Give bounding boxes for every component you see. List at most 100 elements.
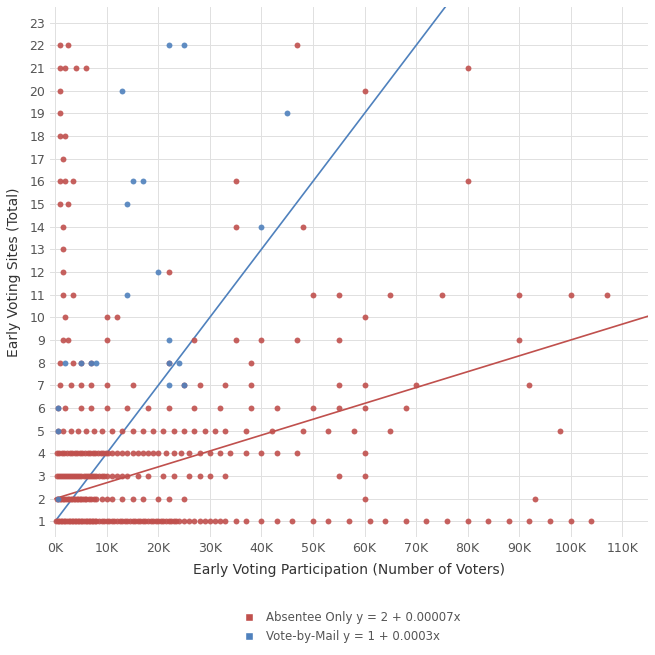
Point <box>240 425 251 436</box>
Point <box>441 516 452 527</box>
Point <box>308 403 318 413</box>
Point <box>168 471 179 481</box>
Point <box>153 516 164 527</box>
Point <box>99 516 109 527</box>
Point <box>63 199 73 210</box>
Point <box>68 516 79 527</box>
Point <box>60 403 71 413</box>
Point <box>94 471 104 481</box>
Point <box>62 471 72 481</box>
Y-axis label: Early Voting Sites (Total): Early Voting Sites (Total) <box>7 187 21 357</box>
Point <box>179 516 189 527</box>
Point <box>195 471 205 481</box>
Point <box>115 516 125 527</box>
Point <box>127 493 138 504</box>
Point <box>88 516 98 527</box>
Point <box>52 425 63 436</box>
Point <box>565 516 576 527</box>
Point <box>122 448 132 458</box>
Point <box>54 516 65 527</box>
Point <box>60 358 71 368</box>
Point <box>163 493 174 504</box>
Point <box>90 516 100 527</box>
Point <box>210 516 220 527</box>
Point <box>148 425 159 436</box>
Point <box>138 516 148 527</box>
Point <box>292 335 303 345</box>
Point <box>55 358 66 368</box>
Point <box>61 493 71 504</box>
Point <box>59 516 69 527</box>
Point <box>199 425 210 436</box>
Point <box>70 471 81 481</box>
Point <box>88 471 99 481</box>
Point <box>163 380 174 390</box>
Point <box>163 403 174 413</box>
Point <box>58 335 68 345</box>
Point <box>282 108 292 119</box>
Point <box>166 516 176 527</box>
Point <box>163 358 174 368</box>
Point <box>62 493 73 504</box>
Point <box>82 516 92 527</box>
Point <box>72 448 83 458</box>
Point <box>385 425 396 436</box>
Point <box>117 425 128 436</box>
Point <box>79 516 89 527</box>
Point <box>81 471 91 481</box>
Point <box>400 516 411 527</box>
Point <box>76 403 86 413</box>
Point <box>84 471 95 481</box>
Point <box>80 448 90 458</box>
Point <box>184 471 195 481</box>
Point <box>58 290 68 300</box>
Point <box>52 403 63 413</box>
Point <box>68 471 79 481</box>
Point <box>514 290 525 300</box>
Point <box>132 448 143 458</box>
Point <box>69 448 80 458</box>
Point <box>272 516 282 527</box>
Point <box>103 448 113 458</box>
Point <box>160 448 171 458</box>
Point <box>586 516 597 527</box>
Point <box>117 516 128 527</box>
Point <box>168 425 179 436</box>
Point <box>58 425 68 436</box>
Point <box>54 471 64 481</box>
Point <box>151 516 161 527</box>
Point <box>58 493 68 504</box>
Point <box>52 471 62 481</box>
Point <box>160 516 171 527</box>
Point <box>143 516 153 527</box>
Point <box>220 516 231 527</box>
Point <box>189 403 200 413</box>
Point <box>246 380 256 390</box>
Point <box>53 493 64 504</box>
Point <box>138 176 148 187</box>
Point <box>163 40 174 50</box>
Legend: Absentee Only y = 2 + 0.00007x, Vote-by-Mail y = 1 + 0.0003x: Absentee Only y = 2 + 0.00007x, Vote-by-… <box>233 607 465 648</box>
Point <box>601 290 612 300</box>
Point <box>86 358 96 368</box>
Point <box>54 448 65 458</box>
Point <box>109 516 120 527</box>
Point <box>159 425 169 436</box>
Point <box>272 403 282 413</box>
Point <box>297 221 308 232</box>
Point <box>256 221 267 232</box>
Point <box>62 516 72 527</box>
Point <box>400 403 411 413</box>
Point <box>359 403 369 413</box>
Point <box>132 516 143 527</box>
Point <box>132 471 143 481</box>
Point <box>168 516 179 527</box>
Point <box>122 516 132 527</box>
Point <box>130 516 140 527</box>
Point <box>52 516 63 527</box>
Point <box>107 493 117 504</box>
Point <box>138 448 148 458</box>
Point <box>256 335 267 345</box>
Point <box>215 403 225 413</box>
Point <box>76 358 86 368</box>
